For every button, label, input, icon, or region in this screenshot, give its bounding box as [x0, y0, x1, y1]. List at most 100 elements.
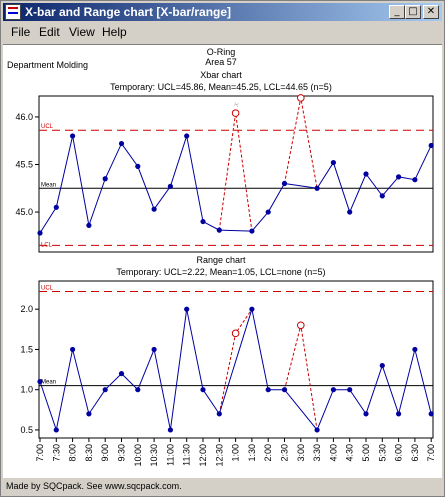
time-label: 10:30 [149, 444, 159, 467]
range-plot: 0.5 1.0 1.5 2.0 UCL Mean [20, 285, 434, 435]
minimize-icon: _ [394, 6, 400, 17]
range-series-line [251, 309, 285, 391]
time-label: 9:30 [117, 444, 127, 462]
time-axis: 7:00 7:30 8:00 8:30 9:00 9:30 10:00 10:30 11:00 1… [35, 438, 436, 467]
range-chart-subtitle: Temporary: UCL=2.22, Mean=1.05, LCL=none… [116, 267, 325, 277]
xbar-data-point [347, 209, 353, 215]
range-data-point [86, 411, 92, 417]
range-bridge-line [218, 309, 253, 414]
time-label: 4:30 [345, 444, 355, 462]
range-excluded-point [231, 329, 240, 338]
xbar-bridge-line [284, 183, 318, 189]
xbar-data-point [314, 185, 320, 191]
xbar-data-point [281, 180, 288, 187]
range-ytick-label: 2.0 [20, 304, 33, 314]
xbar-data-point [70, 133, 76, 139]
time-label: 10:00 [133, 444, 143, 467]
time-label: 7:30 [51, 444, 61, 462]
xbar-lcl-label: LCL [41, 242, 53, 248]
range-data-point [265, 387, 271, 393]
xbar-data-point [265, 209, 271, 215]
xbar-data-point [102, 176, 108, 182]
menu-bar: File Edit View Help [3, 23, 442, 42]
time-label: 12:00 [198, 444, 208, 467]
xbar-data-point [135, 163, 141, 169]
department-label: Department Molding [7, 60, 88, 70]
close-button[interactable]: ✕ [423, 5, 439, 19]
range-data-point [135, 387, 141, 393]
xbar-excluded-point [297, 94, 305, 102]
menu-edit[interactable]: Edit [39, 25, 60, 39]
xbar-chart-title: Xbar chart [200, 70, 242, 80]
time-label: 11:30 [182, 444, 192, 466]
time-label: 7:00 [35, 444, 45, 462]
xbar-data-point [200, 218, 206, 225]
xbar-data-point [412, 177, 418, 183]
minimize-button[interactable]: _ [389, 5, 405, 19]
range-ytick-label: 0.5 [20, 425, 33, 435]
time-label: 8:30 [84, 444, 94, 462]
xbar-series-line [39, 135, 220, 234]
xbar-data-point [330, 159, 336, 166]
range-data-point [216, 411, 222, 417]
range-data-point [184, 306, 190, 312]
time-label: 1:00 [231, 444, 241, 462]
menu-file[interactable]: File [11, 25, 31, 39]
range-data-point [53, 427, 59, 433]
range-data-point [379, 362, 385, 369]
xbar-data-point [151, 206, 157, 212]
range-data-point [151, 346, 157, 353]
maximize-icon: □ [408, 6, 418, 17]
range-bridge-line [284, 389, 318, 431]
range-data-point [363, 411, 369, 417]
xbar-excluded-annotation: X [299, 87, 306, 93]
menu-help[interactable]: Help [102, 25, 127, 39]
range-series-line [39, 309, 220, 432]
xbar-ytick-label: 45.0 [15, 207, 33, 217]
time-label: 3:00 [296, 444, 306, 462]
app-icon[interactable] [5, 4, 21, 20]
area-label: Area 57 [205, 57, 237, 67]
xbar-data-point [167, 183, 173, 189]
xbar-excluded-point [231, 109, 240, 117]
xbar-data-point [363, 171, 369, 177]
time-label: 8:00 [68, 444, 78, 462]
window-title: X-bar and Range chart [X-bar/range] [25, 5, 232, 19]
range-excluded-point [297, 321, 305, 330]
range-ucl-label: UCL [41, 285, 54, 291]
range-data-point [428, 411, 434, 417]
xbar-data-point [86, 222, 92, 228]
range-data-point [102, 387, 108, 393]
range-data-point [37, 379, 43, 385]
range-data-point [314, 427, 320, 433]
xbar-data-point [249, 228, 255, 234]
xbar-chart-subtitle: Temporary: UCL=45.86, Mean=45.25, LCL=44… [110, 82, 332, 92]
range-mean-label: Mean [41, 380, 56, 386]
xbar-series-line [251, 183, 285, 232]
range-data-point [330, 387, 336, 393]
range-data-point [200, 387, 206, 393]
range-data-point [281, 387, 288, 393]
range-data-point [347, 387, 353, 393]
close-icon: ✕ [426, 6, 436, 17]
xbar-excluded-annotation: X [234, 102, 241, 108]
xbar-ytick-label: 45.5 [15, 159, 33, 169]
title-bar[interactable]: X-bar and Range chart [X-bar/range] _ □ … [3, 3, 442, 21]
range-data-point [396, 411, 402, 417]
xbar-excluded-segment [284, 97, 318, 189]
range-data-point [70, 346, 76, 353]
maximize-button[interactable]: □ [405, 5, 421, 19]
xbar-data-point [379, 193, 385, 199]
menu-view[interactable]: View [69, 25, 95, 39]
time-label: 12:30 [214, 444, 224, 467]
time-label: 11:00 [165, 444, 175, 466]
xbar-data-point [184, 133, 190, 139]
range-data-point [249, 306, 255, 312]
xbar-data-point [37, 230, 43, 236]
time-label: 2:30 [280, 444, 290, 462]
status-text: Made by SQCpack. See www.sqcpack.com. [6, 481, 182, 491]
xbar-series-line [316, 145, 432, 214]
time-label: 2:00 [263, 444, 273, 462]
time-label: 4:00 [328, 444, 338, 462]
time-label: 7:00 [426, 444, 436, 462]
